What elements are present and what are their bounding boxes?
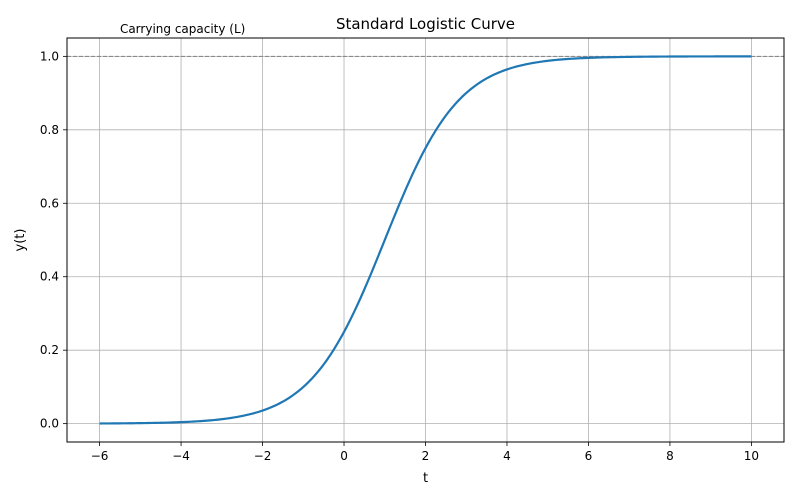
y-tick-label: 0.6 (40, 196, 59, 210)
grid (67, 38, 784, 442)
logistic-series-line (99, 55, 752, 425)
x-tick-label: 0 (340, 449, 348, 463)
y-axis-label: y(t) (13, 229, 28, 252)
x-tick-label: −4 (172, 449, 190, 463)
carrying-capacity-annotation: Carrying capacity (L) (120, 22, 245, 36)
x-tick-label: −2 (254, 449, 272, 463)
y-tick-label: 0.4 (40, 270, 59, 284)
x-axis-label: t (423, 471, 428, 486)
y-tick-label: 0.2 (40, 343, 59, 357)
x-tick-label: −6 (91, 449, 109, 463)
y-tick-label: 0.0 (40, 417, 59, 431)
x-tick-label: 6 (585, 449, 593, 463)
x-tick-label: 8 (666, 449, 674, 463)
chart-title: Standard Logistic Curve (336, 15, 515, 33)
x-tick-label: 4 (503, 449, 511, 463)
y-tick-label: 1.0 (40, 49, 59, 63)
x-tick-label: 2 (422, 449, 430, 463)
series (99, 55, 752, 425)
ticks: −6 −4 −2 0 2 4 6 8 10 0.0 0.2 0.4 0.6 0.8 1.0 (40, 49, 759, 463)
y-tick-label: 0.8 (40, 123, 59, 137)
x-tick-label: 10 (744, 449, 759, 463)
